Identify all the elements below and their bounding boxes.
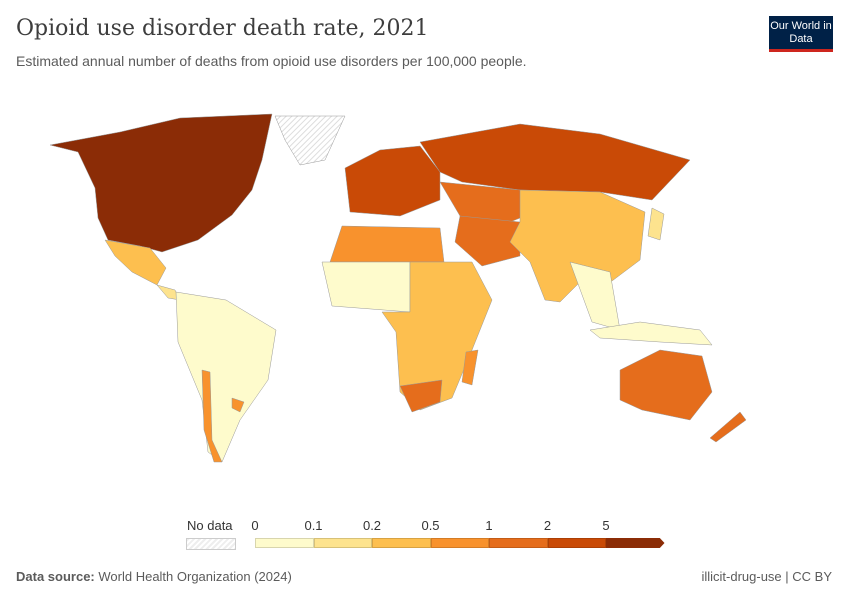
legend-no-data-label: No data (187, 518, 233, 533)
legend-tick-label: 5 (602, 518, 610, 533)
legend-bin[interactable] (489, 538, 548, 548)
country-region-uruguay[interactable] (231, 397, 245, 413)
legend-tick-label: 1 (485, 518, 493, 533)
legend-tick-label: 0 (251, 518, 259, 533)
country-region-madagascar[interactable] (461, 349, 479, 386)
country-region-east-central-africa[interactable] (381, 261, 493, 411)
owid-logo[interactable]: Our World in Data (769, 16, 833, 52)
legend-bin[interactable] (372, 538, 431, 548)
country-region-greenland[interactable] (274, 115, 346, 166)
country-region-japan[interactable] (647, 207, 665, 241)
legend-bin[interactable] (255, 538, 314, 548)
map-legend: No data 0 0.1 0.2 0.5 1 2 5 (180, 518, 680, 558)
country-region-russia[interactable] (419, 123, 691, 201)
country-region-china-south-asia[interactable] (509, 189, 646, 303)
chart-subtitle: Estimated annual number of deaths from o… (16, 53, 527, 69)
country-region-south-africa[interactable] (399, 379, 443, 413)
country-region-west-africa[interactable] (321, 261, 411, 313)
chart-title: Opioid use disorder death rate, 2021 (16, 16, 429, 41)
legend-tick-label: 0.5 (421, 518, 440, 533)
country-region-south-america[interactable] (175, 291, 277, 463)
country-region-united-states-canada[interactable] (49, 113, 273, 253)
source-label: Data source: (16, 569, 95, 584)
country-region-australia[interactable] (619, 349, 713, 421)
legend-tick-label: 2 (543, 518, 552, 533)
legend-bin[interactable] (547, 538, 606, 548)
legend-bin[interactable] (430, 538, 489, 548)
legend-no-data-swatch (186, 538, 236, 550)
legend-bin[interactable] (606, 538, 665, 548)
legend-tick-label: 0.2 (362, 518, 382, 533)
country-region-iran-middle-east[interactable] (454, 215, 521, 267)
data-source: Data source: World Health Organization (… (16, 569, 292, 584)
country-region-north-africa[interactable] (329, 225, 445, 263)
country-region-europe[interactable] (344, 145, 441, 217)
world-map (49, 113, 747, 463)
legend-tick-label: 0.1 (304, 518, 323, 533)
country-region-chile[interactable] (201, 369, 223, 463)
country-region-new-zealand[interactable] (709, 411, 747, 443)
country-region-indonesia-pacific[interactable] (589, 321, 713, 346)
slug-license[interactable]: illicit-drug-use | CC BY (701, 569, 832, 584)
legend-bin[interactable] (313, 538, 372, 548)
source-link[interactable]: World Health Organization (2024) (98, 569, 292, 584)
